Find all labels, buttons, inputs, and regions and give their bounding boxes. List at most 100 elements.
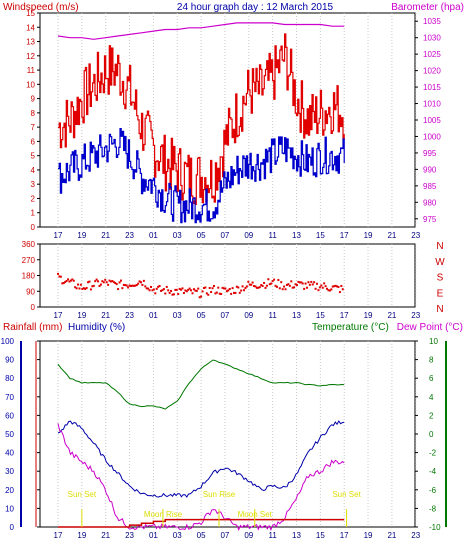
direction-point: [305, 286, 308, 289]
direction-point: [330, 288, 333, 291]
direction-point: [293, 286, 296, 289]
x-tick-label-direction: 11: [268, 311, 277, 320]
baro-y-tick-label: 980: [423, 198, 437, 207]
baro-y-tick-label: 1000: [423, 132, 441, 141]
rainfall-title: Rainfall (mm): [3, 322, 62, 333]
direction-point: [217, 286, 220, 289]
direction-point: [337, 285, 340, 288]
direction-point: [174, 288, 177, 291]
direction-point: [258, 286, 261, 289]
direction-point: [310, 280, 313, 283]
direction-point: [265, 284, 268, 287]
compass-label: S: [437, 273, 444, 284]
direction-point: [124, 284, 127, 287]
humidity-title: Humidity (%): [68, 322, 125, 333]
direction-point: [65, 279, 68, 282]
direction-point: [160, 289, 163, 292]
direction-point: [188, 287, 191, 290]
x-tick-label-climate: 03: [173, 531, 182, 540]
x-tick-label-wind: 21: [387, 231, 396, 240]
direction-point: [260, 284, 263, 287]
direction-point: [274, 284, 277, 287]
direction-point: [250, 283, 253, 286]
direction-point: [89, 288, 92, 291]
direction-point: [201, 290, 204, 293]
direction-point: [99, 283, 102, 286]
x-tick-label-direction: 01: [149, 311, 158, 320]
direction-point: [218, 292, 221, 295]
direction-point: [215, 291, 218, 294]
direction-point: [122, 283, 125, 286]
direction-point: [288, 284, 291, 287]
x-tick-label-direction: 17: [54, 311, 63, 320]
grid-lines: [57, 13, 417, 527]
direction-point: [221, 286, 224, 289]
direction-point: [311, 283, 314, 286]
graph-title: 24 hour graph day : 12 March 2015: [177, 2, 334, 13]
compass-label: E: [437, 288, 444, 299]
direction-point: [200, 295, 203, 298]
compass-label: W: [435, 257, 445, 268]
direction-point: [300, 281, 303, 284]
direction-point: [185, 290, 188, 293]
x-tick-label-climate: 13: [292, 531, 301, 540]
direction-point: [240, 289, 243, 292]
direction-point: [192, 288, 195, 291]
x-tick-label-wind: 19: [77, 231, 86, 240]
direction-point: [191, 292, 194, 295]
direction-point: [145, 287, 148, 290]
direction-point: [328, 289, 331, 292]
direction-point: [257, 286, 260, 289]
direction-point: [285, 283, 288, 286]
direction-point: [170, 289, 173, 292]
direction-point: [98, 284, 101, 287]
direction-point: [198, 296, 201, 299]
direction-point: [118, 281, 121, 284]
direction-point: [144, 285, 147, 288]
direction-point: [162, 288, 165, 291]
direction-point: [104, 278, 107, 281]
wind-y-tick-label: 12: [26, 52, 35, 61]
temp-y-tick-label: -2: [429, 449, 437, 458]
direction-point: [208, 286, 211, 289]
wind-y-tick-label: 1: [31, 209, 36, 218]
dir-y-tick-label: 270: [22, 256, 36, 265]
direction-point: [297, 280, 300, 283]
x-tick-label-climate: 01: [149, 531, 158, 540]
direction-point: [138, 280, 141, 283]
direction-point: [182, 292, 185, 295]
direction-point: [227, 289, 230, 292]
direction-point: [132, 284, 135, 287]
direction-point: [224, 287, 227, 290]
direction-point: [79, 283, 82, 286]
direction-point: [205, 292, 208, 295]
direction-point: [222, 287, 225, 290]
x-tick-label-wind: 23: [125, 231, 134, 240]
direction-point: [294, 283, 297, 286]
direction-point: [125, 284, 128, 287]
direction-point: [327, 289, 330, 292]
x-tick-label-climate: 21: [387, 531, 396, 540]
barometer-title: Barometer (hpa): [391, 2, 464, 13]
temp-y-tick-label: -4: [429, 467, 437, 476]
direction-point: [87, 281, 90, 284]
wind-y-tick-label: 10: [26, 80, 35, 89]
direction-point: [211, 287, 214, 290]
direction-point: [172, 293, 175, 296]
x-tick-label-direction: 07: [220, 311, 229, 320]
x-tick-label-wind: 17: [54, 231, 63, 240]
temp-y-tick-label: 10: [429, 337, 438, 346]
direction-point: [62, 282, 65, 285]
temp-y-tick-label: -6: [429, 486, 437, 495]
direction-point: [137, 282, 140, 285]
dewpoint-series-line: [57, 423, 345, 531]
direction-point: [301, 282, 304, 285]
x-tick-label-climate: 11: [268, 531, 277, 540]
humidity-y-tick-label: 10: [5, 504, 14, 513]
direction-point: [57, 272, 59, 275]
direction-point: [141, 283, 144, 286]
direction-point: [59, 275, 62, 278]
direction-point: [97, 280, 100, 283]
x-tick-label-climate: 23: [411, 531, 420, 540]
